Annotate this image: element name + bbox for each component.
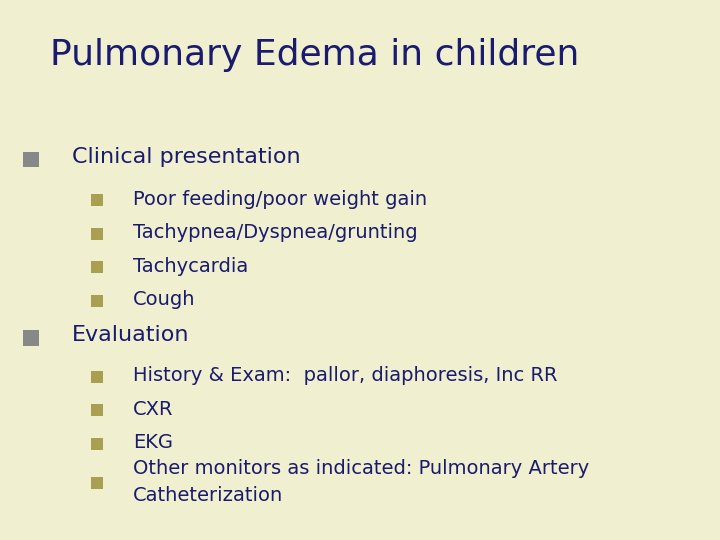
Text: Evaluation: Evaluation [72, 325, 189, 346]
Bar [91, 228, 103, 240]
Bar [91, 438, 103, 450]
Text: Clinical presentation: Clinical presentation [72, 147, 301, 167]
Text: Other monitors as indicated: Pulmonary Artery
Catheterization: Other monitors as indicated: Pulmonary A… [133, 460, 590, 505]
Text: EKG: EKG [133, 433, 174, 453]
Text: Poor feeding/poor weight gain: Poor feeding/poor weight gain [133, 190, 428, 209]
Bar [23, 152, 39, 167]
Bar [91, 261, 103, 273]
Bar [91, 194, 103, 206]
Text: History & Exam:  pallor, diaphoresis, Inc RR: History & Exam: pallor, diaphoresis, Inc… [133, 366, 558, 386]
Bar [91, 477, 103, 489]
Text: Cough: Cough [133, 290, 196, 309]
Text: Tachypnea/Dyspnea/grunting: Tachypnea/Dyspnea/grunting [133, 223, 418, 242]
Text: Tachycardia: Tachycardia [133, 256, 248, 276]
Text: Pulmonary Edema in children: Pulmonary Edema in children [50, 38, 580, 72]
Bar [23, 330, 39, 346]
Bar [91, 371, 103, 383]
Text: CXR: CXR [133, 400, 174, 419]
Bar [91, 404, 103, 416]
Bar [91, 295, 103, 307]
